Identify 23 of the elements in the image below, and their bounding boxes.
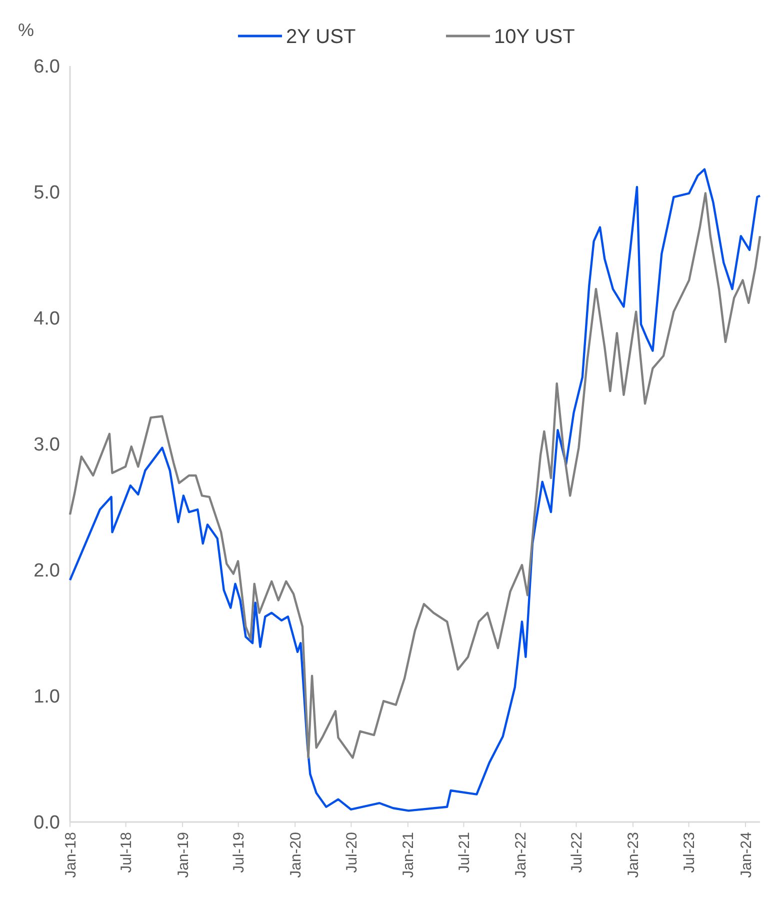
x-tick-label: Jan-20 [287,832,304,878]
x-tick-label: Jul-20 [343,832,360,873]
y-tick-label: 1.0 [34,686,60,708]
y-axis-title: % [18,20,34,40]
y-tick-label: 5.0 [34,182,60,204]
x-tick-label: Jul-18 [118,832,136,873]
y-tick-label: 0.0 [34,812,60,834]
legend-label: 10Y UST [494,26,575,48]
legend-label: 2Y UST [286,26,356,48]
y-tick-label: 3.0 [34,434,60,456]
x-tick-label: Jan-22 [512,832,530,878]
x-tick-label: Jan-19 [174,832,192,878]
x-tick-label: Jul-23 [681,832,698,873]
x-tick-label: Jan-18 [62,832,80,878]
x-tick-label: Jan-21 [400,832,418,878]
x-tick-label: Jan-24 [738,832,755,878]
x-tick-label: Jul-19 [230,832,248,873]
x-tick-label: Jan-23 [625,832,642,878]
x-tick-label: Jul-21 [456,832,473,873]
y-tick-label: 6.0 [34,56,60,78]
y-tick-label: 2.0 [34,560,60,582]
y-tick-label: 4.0 [34,308,60,330]
x-tick-label: Jul-22 [568,832,586,873]
